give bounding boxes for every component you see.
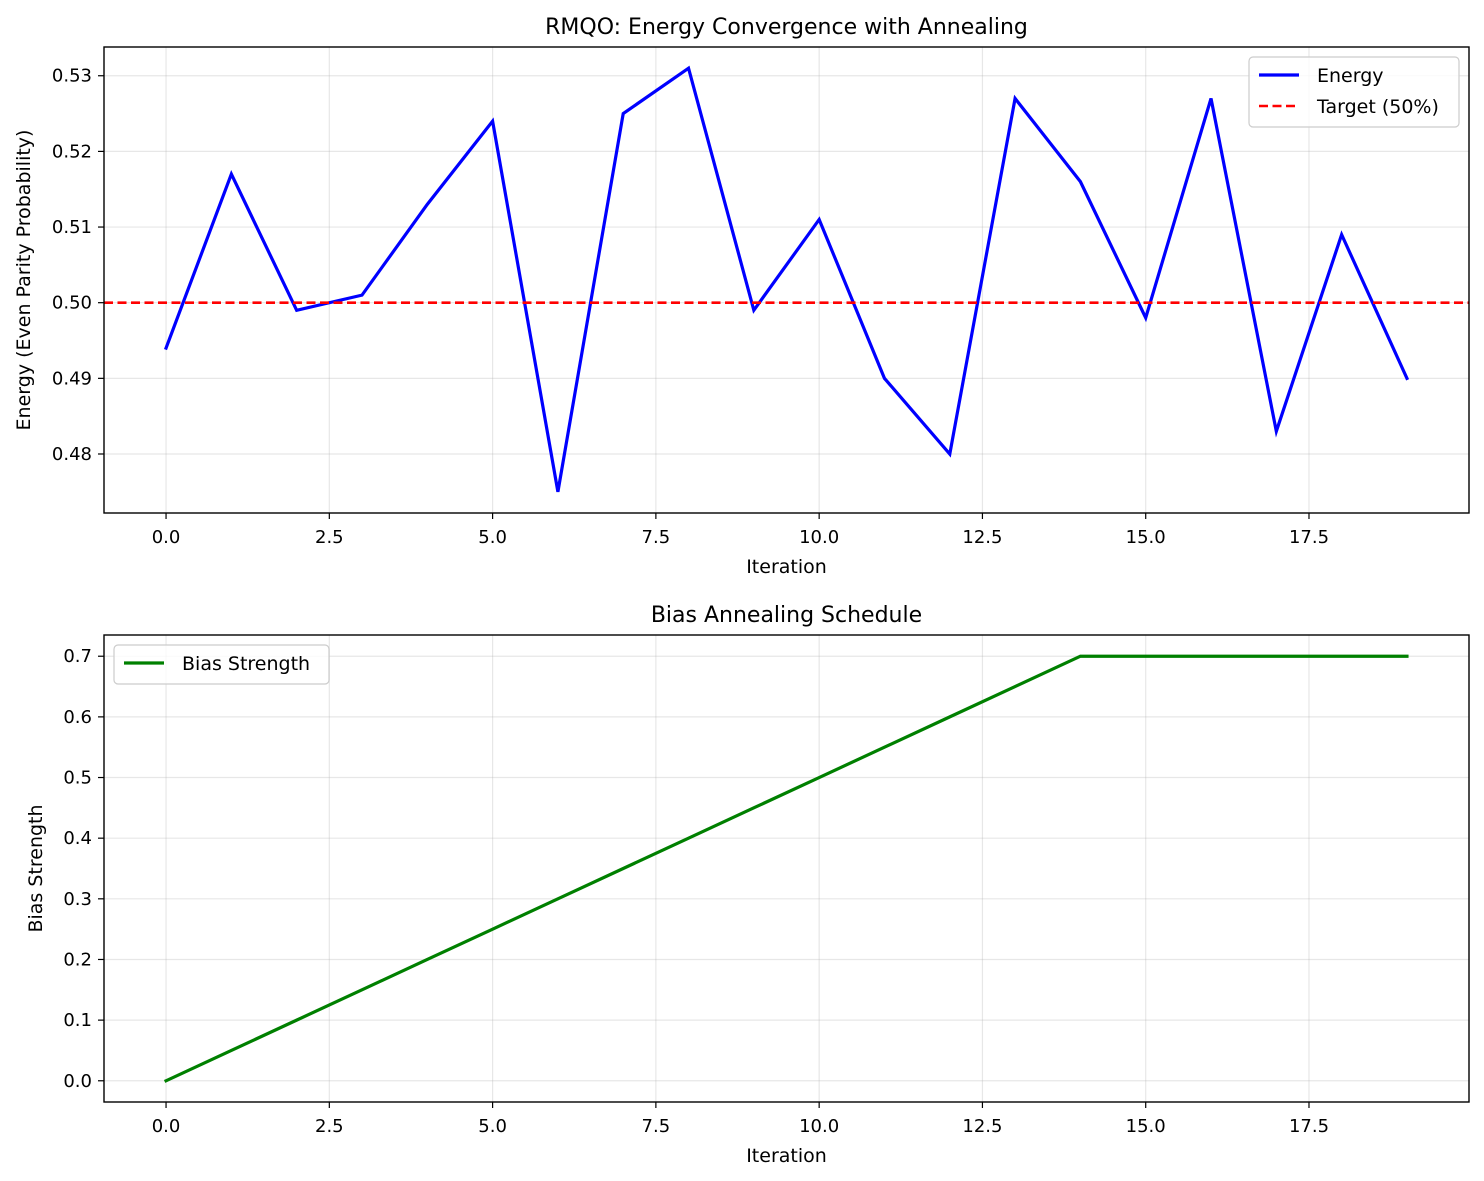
chart-panel-2: 0.0 2.5 5.0 7.5 10.0 12.5 15.0 17.5 0.0 0.1 0.2 0.3… [25,603,1470,1167]
y-tick-label: 0.3 [63,889,92,910]
x-tick-label: 15.0 [1126,527,1166,548]
y-tick-label: 0.1 [63,1010,92,1031]
legend-label: Target (50%) [1316,96,1439,118]
y-tick-label: 0.5 [63,768,92,789]
x-tick-label: 12.5 [962,527,1002,548]
x-tick-label: 17.5 [1289,527,1329,548]
chart-panel-1: 0.0 2.5 5.0 7.5 10.0 12.5 15.0 17.5 0.48 0.49 0.50… [13,15,1470,578]
y-tick-label: 0.2 [63,949,92,970]
x-tick-label: 10.0 [799,1116,839,1137]
x-tick-label: 0.0 [152,1116,181,1137]
y-tick-label: 0.6 [63,707,92,728]
grid [104,635,1469,1102]
y-tick-label: 0.0 [63,1071,92,1092]
chart-title: Bias Annealing Schedule [651,603,922,628]
series-line-1 [163,65,1410,493]
x-tick-label: 5.0 [478,1116,507,1137]
x-tick-label: 12.5 [962,1116,1002,1137]
y-tick-label: 0.7 [63,646,92,667]
x-axis-label: Iteration [746,1145,827,1167]
y-tick-label: 0.52 [52,141,92,162]
y-axis-label: Bias Strength [25,804,47,932]
x-tick-label: 0.0 [152,527,181,548]
x-tick-label: 7.5 [642,527,671,548]
legend-label: Bias Strength [182,653,310,675]
chart-title: RMQO: Energy Convergence with Annealing [545,15,1028,40]
y-tick-label: 0.48 [52,444,92,465]
x-tick-label: 15.0 [1126,1116,1166,1137]
y-tick-label: 0.4 [63,828,92,849]
y-tick-label: 0.53 [52,66,92,87]
x-tick-label: 17.5 [1289,1116,1329,1137]
x-tick-label: 7.5 [642,1116,671,1137]
legend-box [1248,56,1460,128]
y-tick-label: 0.49 [52,368,92,389]
x-tick-label: 2.5 [315,1116,344,1137]
x-tick-label: 5.0 [478,527,507,548]
legend: Energy Target (50%) [1248,56,1460,128]
x-axis-label: Iteration [746,556,827,578]
y-tick-label: 0.50 [52,293,92,314]
axes-frame [103,634,1470,1103]
legend: Bias Strength [113,644,330,685]
y-axis-label: Energy (Even Parity Probability) [13,130,35,431]
series-line-1 [163,654,1409,1083]
x-tick-label: 10.0 [799,527,839,548]
y-tick-label: 0.51 [52,217,92,238]
legend-box [113,644,330,685]
axes-frame [103,46,1470,514]
legend-label: Energy [1317,65,1384,87]
x-tick-label: 2.5 [315,527,344,548]
